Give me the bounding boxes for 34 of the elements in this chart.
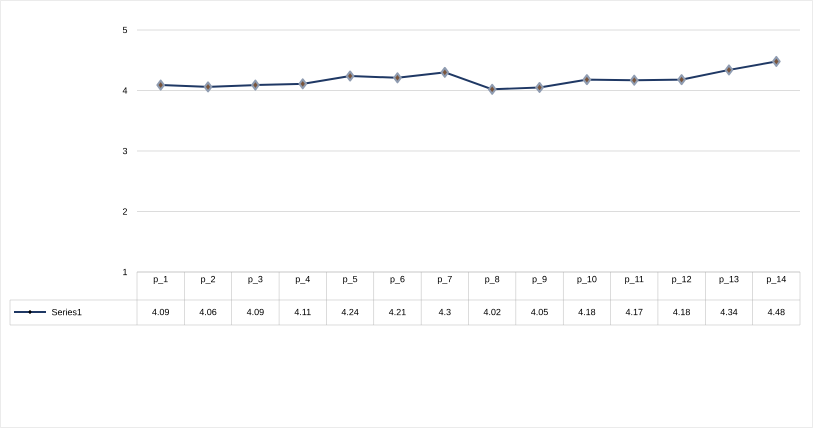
y-tick-label: 3 [122, 148, 128, 154]
data-label: 4.17 [626, 308, 643, 316]
x-tick-label: p_1 [154, 276, 168, 284]
data-label: 4.18 [578, 308, 596, 316]
legend-label: Series1 [52, 308, 82, 316]
x-tick-label: p_3 [248, 276, 262, 284]
x-tick-label: p_5 [343, 276, 358, 284]
x-tick-label: p_6 [390, 276, 405, 284]
x-tick-label: p_11 [625, 276, 644, 284]
data-label: 4.21 [388, 308, 406, 316]
data-label: 4.09 [246, 308, 264, 316]
y-tick-label: 4 [122, 87, 128, 94]
x-tick-label: p_13 [720, 276, 739, 284]
x-tick-label: p_14 [766, 276, 786, 284]
data-label: 4.3 [438, 308, 451, 316]
data-label: 4.11 [294, 308, 311, 316]
x-tick-label: p_9 [532, 276, 547, 284]
data-label: 4.09 [152, 308, 169, 316]
data-label: 4.18 [673, 308, 690, 316]
data-label: 4.48 [768, 308, 785, 316]
data-label: 4.06 [200, 308, 216, 316]
y-tick-label: 2 [122, 208, 128, 215]
data-label: 4.05 [531, 308, 548, 316]
y-tick-label: 1 [123, 268, 128, 276]
data-label: 4.02 [484, 308, 500, 316]
x-tick-label: p_12 [672, 276, 692, 284]
x-tick-label: p_7 [438, 276, 452, 284]
x-tick-label: p_4 [296, 276, 310, 284]
data-label: 4.34 [720, 308, 738, 316]
x-tick-label: p_8 [485, 276, 500, 284]
x-tick-label: p_2 [201, 276, 216, 284]
x-tick-label: p_10 [578, 276, 597, 284]
y-tick-label: 5 [122, 26, 128, 34]
data-label: 4.24 [342, 308, 359, 316]
